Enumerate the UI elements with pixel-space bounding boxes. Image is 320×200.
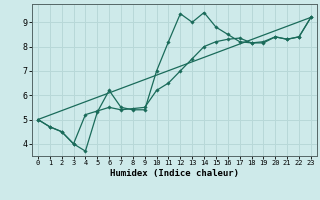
X-axis label: Humidex (Indice chaleur): Humidex (Indice chaleur): [110, 169, 239, 178]
